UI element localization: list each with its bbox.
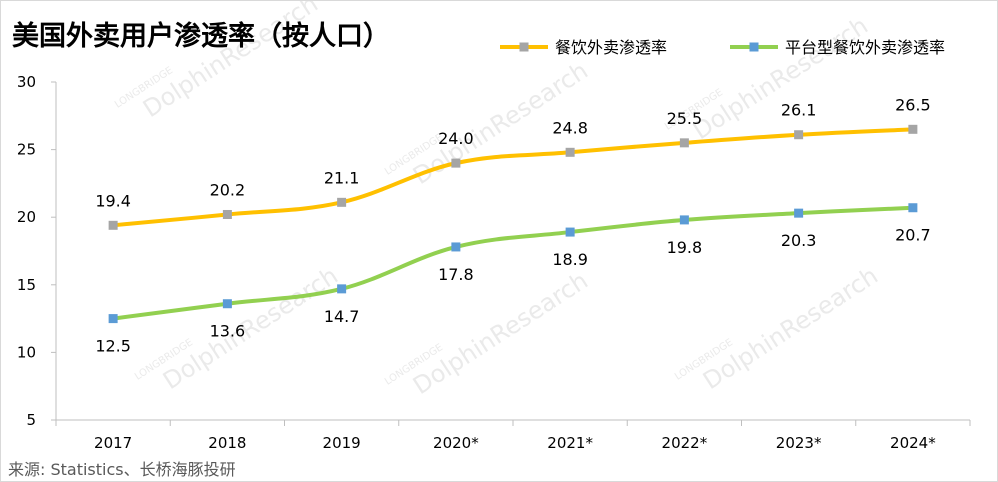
x-tick-label: 2022*: [662, 434, 708, 452]
data-label: 19.4: [95, 191, 131, 210]
legend-label: 餐饮外卖渗透率: [555, 38, 667, 57]
watermark-text: DolphinResearch: [158, 261, 343, 395]
data-label: 24.0: [438, 129, 474, 148]
data-point-marker: [679, 215, 689, 225]
x-tick-label: 2021*: [547, 434, 593, 452]
x-tick-label: 2023*: [776, 434, 822, 452]
data-point-marker: [222, 299, 232, 309]
data-point-marker: [565, 147, 575, 157]
data-label: 24.8: [552, 118, 588, 137]
data-point-marker: [794, 208, 804, 218]
y-tick-label: 15: [17, 276, 36, 294]
data-label: 19.8: [667, 238, 703, 257]
y-tick-label: 25: [17, 141, 36, 159]
y-tick-label: 10: [17, 343, 36, 361]
data-label: 18.9: [552, 250, 588, 269]
data-label: 14.7: [324, 307, 360, 326]
source-note: 来源: Statistics、长桥海豚投研: [8, 460, 236, 479]
data-point-marker: [908, 124, 918, 134]
y-tick-label: 30: [17, 73, 36, 91]
y-tick-label: 20: [17, 208, 36, 226]
legend-swatch-marker: [519, 42, 529, 52]
x-tick-label: 2024*: [890, 434, 936, 452]
data-label: 26.1: [781, 101, 817, 120]
data-point-marker: [108, 314, 118, 324]
data-label: 20.3: [781, 231, 817, 250]
data-point-marker: [337, 197, 347, 207]
x-tick-label: 2018: [208, 434, 246, 452]
data-label: 17.8: [438, 265, 474, 284]
series-line-1: [111, 127, 915, 228]
data-point-marker: [222, 209, 232, 219]
data-point-marker: [451, 242, 461, 252]
data-label: 20.7: [895, 226, 931, 245]
legend-swatch-marker: [749, 42, 759, 52]
data-label: 13.6: [210, 322, 246, 341]
data-label: 12.5: [95, 337, 131, 356]
watermark-text: DolphinResearch: [408, 266, 593, 400]
chart-title: 美国外卖用户渗透率（按人口）: [12, 21, 390, 52]
series-line-2: [111, 205, 915, 321]
watermark-text: DolphinResearch: [138, 0, 323, 123]
watermark-text: DolphinResearch: [698, 261, 883, 395]
watermark-text: DolphinResearch: [688, 11, 873, 145]
x-tick-label: 2019: [323, 434, 361, 452]
x-tick-label: 2017: [94, 434, 132, 452]
y-tick-label: 5: [26, 411, 36, 429]
x-tick-label: 2020*: [433, 434, 479, 452]
data-label: 25.5: [667, 109, 703, 128]
data-point-marker: [679, 138, 689, 148]
data-point-marker: [908, 203, 918, 213]
data-label: 20.2: [210, 180, 246, 199]
data-point-marker: [337, 284, 347, 294]
data-label: 21.1: [324, 168, 360, 187]
data-point-marker: [565, 227, 575, 237]
legend-label: 平台型餐饮外卖渗透率: [785, 38, 945, 57]
data-point-marker: [794, 130, 804, 140]
data-point-marker: [451, 158, 461, 168]
data-point-marker: [108, 220, 118, 230]
data-label: 26.5: [895, 95, 931, 114]
